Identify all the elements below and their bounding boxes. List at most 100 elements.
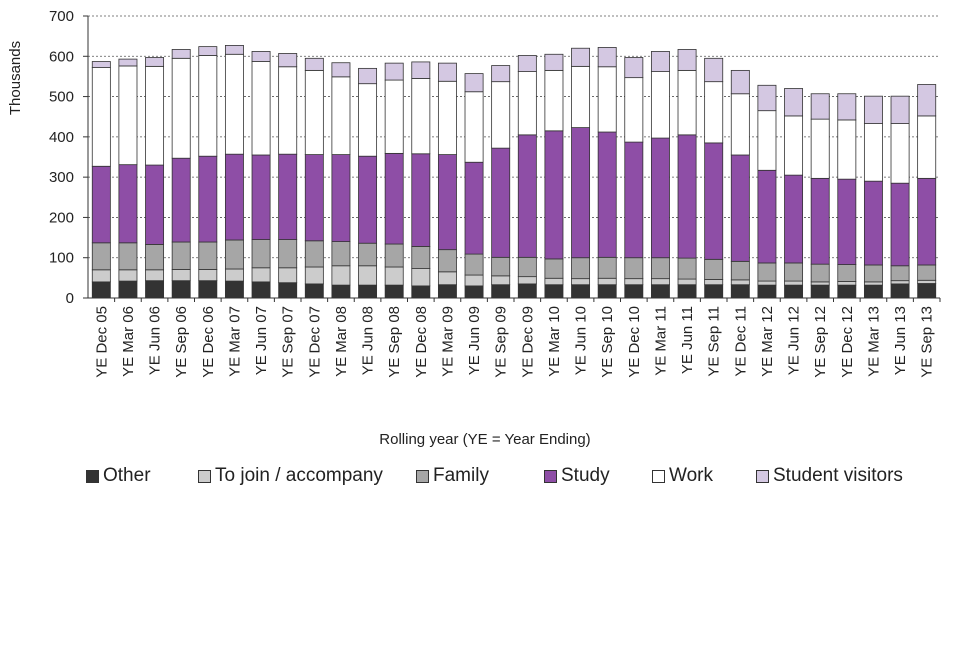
bar-segment-study: [224, 153, 244, 241]
bar-segment-study: [730, 154, 750, 262]
bar-segment-study: [278, 153, 298, 240]
bar-segment-work: [384, 79, 404, 154]
bar-segment-student-visitors: [863, 95, 883, 124]
x-tick-label: YE Dec 11: [732, 306, 749, 377]
bar-segment-study: [784, 174, 804, 264]
bar-segment-family: [704, 258, 724, 280]
bar-segment-study: [251, 154, 271, 240]
bar-segment-family: [437, 249, 457, 273]
bar-segment-to-join-accompany: [384, 266, 404, 286]
bar-segment-family: [917, 264, 937, 281]
bar-segment-family: [650, 257, 670, 280]
bar-segment-study: [198, 155, 218, 243]
bar-segment-other: [863, 284, 883, 299]
x-tick-label: YE Mar 13: [865, 306, 882, 377]
bar-segment-family: [171, 241, 191, 270]
x-tick-label: YE Dec 08: [413, 306, 430, 378]
bar-segment-study: [171, 157, 191, 243]
bar-segment-student-visitors: [517, 55, 537, 72]
bar-segment-family: [91, 242, 111, 271]
bar-segment-work: [704, 81, 724, 144]
bar-segment-study: [384, 152, 404, 245]
bar-segment-student-visitors: [917, 84, 937, 117]
bar-segment-student-visitors: [571, 47, 591, 67]
bar-segment-student-visitors: [118, 58, 138, 67]
bar-segment-work: [837, 119, 857, 180]
bar-segment-family: [810, 263, 830, 283]
legend-item-work: Work: [652, 464, 713, 488]
bar-segment-to-join-accompany: [171, 268, 191, 282]
bar-segment-family: [730, 260, 750, 281]
bar-segment-study: [757, 169, 777, 264]
bar-segment-family: [118, 242, 138, 271]
bar-segment-student-visitors: [331, 62, 351, 78]
bar-segment-work: [224, 53, 244, 155]
bar-segment-other: [597, 284, 617, 299]
bar-segment-other: [384, 284, 404, 299]
y-tick-label: 500: [49, 89, 74, 106]
bar-segment-to-join-accompany: [544, 277, 564, 286]
x-tick-label: YE Sep 12: [812, 306, 829, 378]
bar-segment-study: [837, 178, 857, 265]
x-tick-label: YE Dec 07: [306, 306, 323, 378]
x-tick-label: YE Sep 06: [173, 306, 190, 378]
bar-segment-family: [544, 258, 564, 279]
bar-segment-work: [571, 65, 591, 128]
bar-segment-family: [784, 262, 804, 282]
bar-segment-student-visitors: [91, 61, 111, 68]
x-tick-label: YE Jun 13: [892, 306, 909, 375]
x-tick-label: YE Sep 08: [386, 306, 403, 378]
bar-segment-work: [464, 91, 484, 163]
bar-segment-to-join-accompany: [571, 278, 591, 286]
x-tick-label: YE Mar 11: [652, 306, 669, 376]
x-tick-label: YE Jun 12: [786, 306, 803, 375]
bar-segment-work: [784, 115, 804, 176]
legend-label-study: Study: [561, 465, 610, 486]
bar-segment-family: [517, 256, 537, 278]
bar-segment-to-join-accompany: [198, 268, 218, 282]
bar-segment-to-join-accompany: [278, 267, 298, 284]
x-tick-label: YE Dec 09: [519, 306, 536, 378]
legend-swatch-student-visitors: [756, 469, 769, 483]
bar-segment-work: [890, 123, 910, 184]
bar-segment-family: [757, 262, 777, 282]
bar-segment-work: [145, 65, 165, 166]
bar-segment-to-join-accompany: [464, 274, 484, 287]
bar-segment-other: [704, 284, 724, 299]
bar-segment-work: [171, 57, 191, 159]
y-tick-label: 200: [49, 209, 74, 226]
x-tick-label: YE Mar 07: [226, 306, 243, 377]
bar-segment-family: [278, 239, 298, 269]
bar-segment-to-join-accompany: [517, 276, 537, 285]
bar-segment-work: [624, 77, 644, 143]
bar-segment-study: [331, 154, 351, 242]
bar-segment-student-visitors: [597, 47, 617, 68]
bar-segment-other: [730, 284, 750, 299]
bar-segment-family: [251, 239, 271, 269]
x-tick-label: YE Sep 13: [919, 306, 936, 378]
bar-segment-other: [118, 280, 138, 299]
bar-segment-other: [810, 284, 830, 299]
bar-segment-to-join-accompany: [730, 279, 750, 286]
bar-segment-study: [544, 130, 564, 260]
y-tick-label: 0: [66, 290, 74, 307]
bar-segment-to-join-accompany: [837, 281, 857, 286]
bar-segment-student-visitors: [650, 51, 670, 72]
y-tick-label: 100: [49, 250, 74, 267]
x-tick-label: YE Dec 06: [200, 306, 217, 378]
bar-segment-work: [411, 78, 431, 155]
bar-segment-work: [597, 66, 617, 133]
bar-segment-other: [251, 281, 271, 299]
bar-segment-work: [863, 123, 883, 182]
bar-segment-study: [118, 164, 138, 244]
bar-segment-study: [704, 142, 724, 260]
bar-segment-other: [437, 284, 457, 299]
bar-segment-study: [677, 134, 697, 259]
bar-segment-student-visitors: [171, 49, 191, 59]
x-tick-label: YE Dec 12: [839, 306, 856, 378]
bar-segment-student-visitors: [704, 57, 724, 83]
y-tick-label: 700: [49, 8, 74, 25]
bar-segment-other: [624, 284, 644, 299]
bar-segment-student-visitors: [544, 53, 564, 71]
bar-segment-student-visitors: [890, 95, 910, 124]
